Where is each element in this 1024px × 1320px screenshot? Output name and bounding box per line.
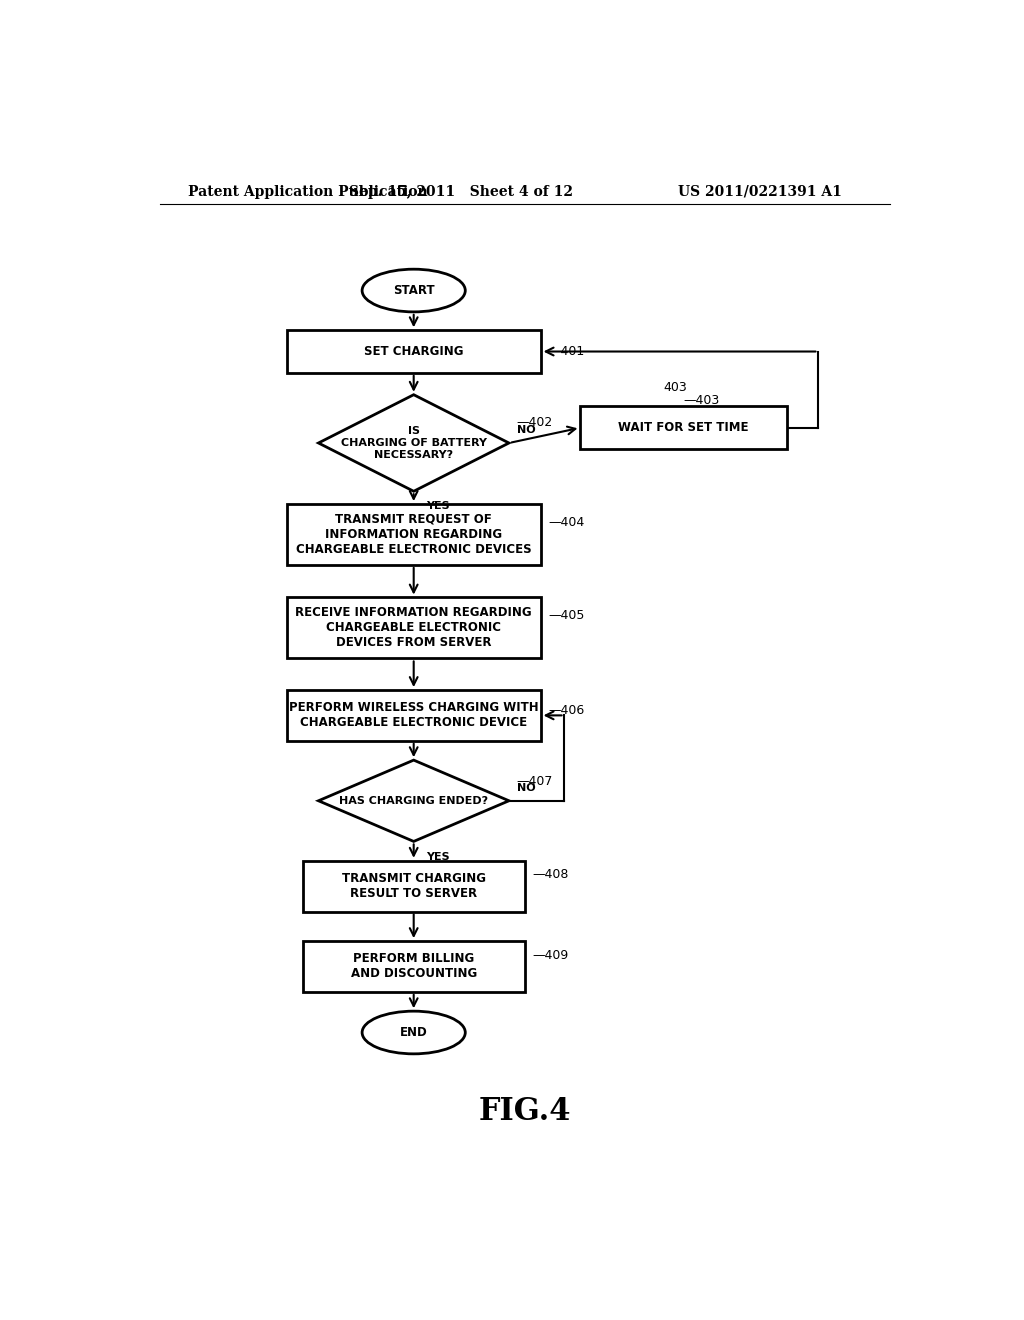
Text: IS
CHARGING OF BATTERY
NECESSARY?: IS CHARGING OF BATTERY NECESSARY? <box>341 426 486 459</box>
Text: TRANSMIT CHARGING
RESULT TO SERVER: TRANSMIT CHARGING RESULT TO SERVER <box>342 873 485 900</box>
Text: Sep. 15, 2011   Sheet 4 of 12: Sep. 15, 2011 Sheet 4 of 12 <box>349 185 573 199</box>
FancyBboxPatch shape <box>303 941 524 991</box>
Text: —401: —401 <box>549 345 585 358</box>
Text: —406: —406 <box>549 704 585 717</box>
Text: —408: —408 <box>532 869 569 882</box>
FancyBboxPatch shape <box>287 504 541 565</box>
Text: HAS CHARGING ENDED?: HAS CHARGING ENDED? <box>339 796 488 805</box>
Text: —407: —407 <box>517 775 553 788</box>
Text: END: END <box>399 1026 428 1039</box>
Text: FIG.4: FIG.4 <box>478 1097 571 1127</box>
Ellipse shape <box>362 1011 465 1053</box>
Text: RECEIVE INFORMATION REGARDING
CHARGEABLE ELECTRONIC
DEVICES FROM SERVER: RECEIVE INFORMATION REGARDING CHARGEABLE… <box>295 606 532 649</box>
Text: YES: YES <box>426 502 450 511</box>
Text: PERFORM BILLING
AND DISCOUNTING: PERFORM BILLING AND DISCOUNTING <box>350 953 477 981</box>
Text: 403: 403 <box>664 381 687 395</box>
Text: SET CHARGING: SET CHARGING <box>364 345 464 358</box>
Text: —403: —403 <box>684 393 720 407</box>
Text: NO: NO <box>517 783 536 792</box>
Text: YES: YES <box>426 851 450 862</box>
Text: —405: —405 <box>549 610 585 622</box>
Text: —404: —404 <box>549 516 585 529</box>
Text: —402: —402 <box>517 416 553 429</box>
FancyBboxPatch shape <box>287 330 541 372</box>
Text: TRANSMIT REQUEST OF
INFORMATION REGARDING
CHARGEABLE ELECTRONIC DEVICES: TRANSMIT REQUEST OF INFORMATION REGARDIN… <box>296 513 531 556</box>
Text: NO: NO <box>517 425 536 434</box>
FancyBboxPatch shape <box>581 407 786 449</box>
Ellipse shape <box>362 269 465 312</box>
FancyBboxPatch shape <box>303 861 524 912</box>
Text: WAIT FOR SET TIME: WAIT FOR SET TIME <box>618 421 749 434</box>
Text: START: START <box>393 284 434 297</box>
Text: US 2011/0221391 A1: US 2011/0221391 A1 <box>678 185 842 199</box>
FancyBboxPatch shape <box>287 598 541 659</box>
Text: —409: —409 <box>532 949 569 962</box>
FancyBboxPatch shape <box>287 690 541 741</box>
Polygon shape <box>318 760 509 841</box>
Polygon shape <box>318 395 509 491</box>
Text: PERFORM WIRELESS CHARGING WITH
CHARGEABLE ELECTRONIC DEVICE: PERFORM WIRELESS CHARGING WITH CHARGEABL… <box>289 701 539 730</box>
Text: Patent Application Publication: Patent Application Publication <box>187 185 427 199</box>
